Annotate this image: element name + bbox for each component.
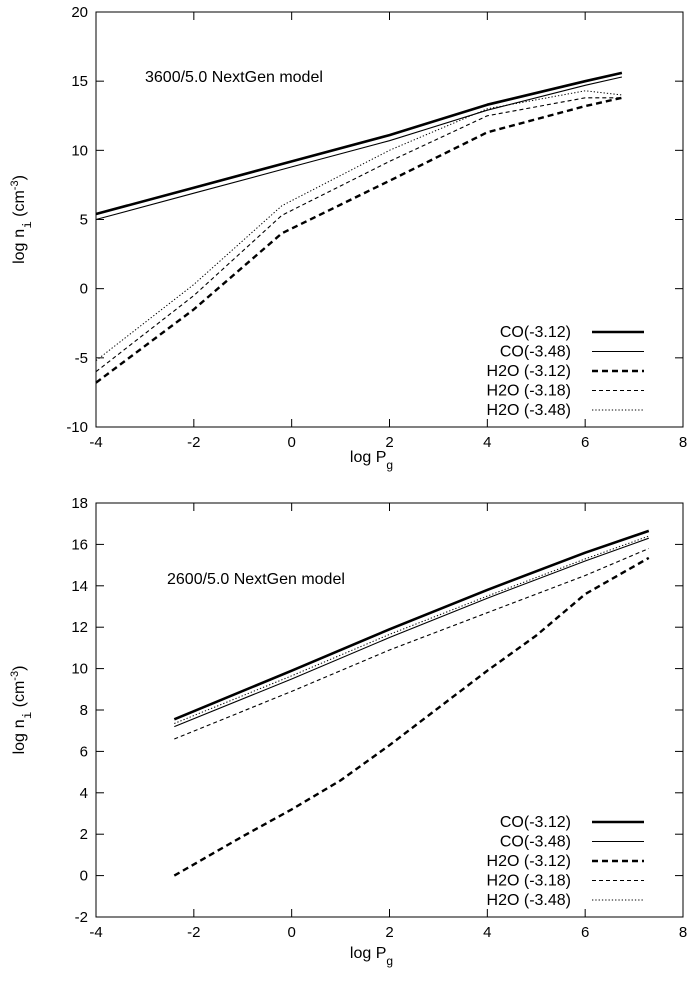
y-tick-label: 18 — [71, 495, 88, 512]
series-line-5 — [95, 90, 622, 361]
legend-label: CO(-3.12) — [500, 814, 571, 831]
x-tick-label: 0 — [287, 924, 295, 941]
legend: CO(-3.12) CO(-3.48) H2O (-3.12) H2O (-3.18)… — [487, 324, 644, 419]
legend-label: CO(-3.12) — [500, 324, 571, 341]
x-tick-label: 2 — [385, 434, 393, 451]
y-tick-label: 0 — [80, 281, 88, 298]
series-line-3 — [95, 96, 623, 384]
legend-label: H2O (-3.12) — [487, 853, 571, 870]
y-axis-label: log ni (cm-3) — [9, 666, 35, 755]
y-tick-label: 12 — [71, 619, 88, 636]
x-tick-label: 2 — [385, 924, 393, 941]
y-tick-label: -2 — [75, 909, 88, 926]
legend: CO(-3.12) CO(-3.48) H2O (-3.12) H2O (-3.18)… — [487, 814, 644, 909]
x-tick-label: 6 — [581, 434, 589, 451]
y-tick-label: 10 — [71, 142, 88, 159]
series-line-3 — [173, 556, 650, 877]
y-tick-label: 5 — [80, 212, 88, 229]
plot-frame — [95, 502, 684, 918]
legend-label: H2O (-3.48) — [487, 402, 571, 419]
series-line-4 — [174, 547, 650, 740]
series-line-2 — [174, 537, 649, 728]
legend-label: H2O (-3.12) — [487, 363, 571, 380]
legend-label: H2O (-3.48) — [487, 892, 571, 909]
model-annotation: 3600/5.0 NextGen model — [145, 69, 323, 86]
y-tick-label: 8 — [80, 702, 88, 719]
legend-label: CO(-3.48) — [500, 344, 571, 361]
y-tick-label: 6 — [80, 743, 88, 760]
y-tick-label: 10 — [71, 661, 88, 678]
legend-label: H2O (-3.18) — [487, 383, 571, 400]
series-line-1 — [95, 71, 623, 216]
x-tick-label: 8 — [679, 434, 687, 451]
x-tick-label: -4 — [89, 434, 102, 451]
y-tick-label: 16 — [71, 536, 88, 553]
chart-panel-1: -4 -2 0 2 4 6 8 -10 -5 0 5 10 15 20 log Pg log ni (cm-3… — [9, 4, 687, 472]
legend-label: CO(-3.48) — [500, 834, 571, 851]
legend-label: H2O (-3.18) — [487, 873, 571, 890]
series-line-4 — [95, 97, 622, 373]
x-axis-label: log Pg — [350, 945, 393, 968]
x-tick-label: 0 — [287, 434, 295, 451]
y-tick-label: 0 — [80, 868, 88, 885]
x-tick-label: 6 — [581, 924, 589, 941]
series-line-1 — [173, 529, 650, 721]
y-tick-label: 15 — [71, 73, 88, 90]
y-tick-label: 14 — [71, 578, 88, 595]
x-tick-label: -2 — [187, 434, 200, 451]
y-tick-label: -10 — [66, 419, 88, 436]
series-line-5 — [174, 535, 649, 724]
y-tick-label: 20 — [71, 4, 88, 21]
y-tick-label: 2 — [80, 826, 88, 843]
x-tick-label: -2 — [187, 924, 200, 941]
x-tick-label: 4 — [483, 434, 491, 451]
x-tick-label: 8 — [679, 924, 687, 941]
y-tick-label: -5 — [75, 350, 88, 367]
y-tick-label: 4 — [80, 785, 88, 802]
model-annotation: 2600/5.0 NextGen model — [167, 571, 345, 588]
x-axis-label: log Pg — [350, 449, 393, 472]
x-tick-label: -4 — [89, 924, 102, 941]
series-line-2 — [95, 76, 623, 221]
y-axis-label: log ni (cm-3) — [9, 175, 35, 264]
x-tick-label: 4 — [483, 924, 491, 941]
